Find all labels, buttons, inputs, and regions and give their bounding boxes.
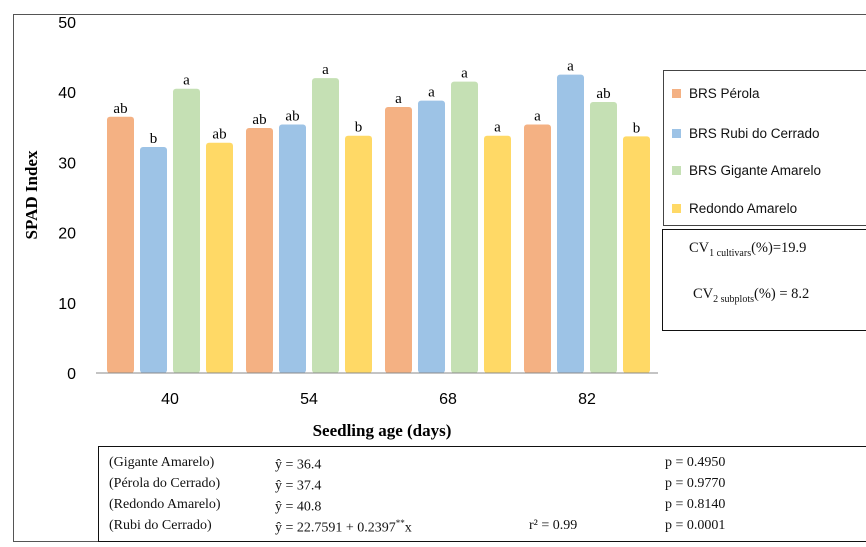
y-tick-labels: 0 10 20 30 40 50 bbox=[58, 15, 76, 383]
legend-item-perola: BRS Pérola bbox=[672, 83, 760, 103]
bar-label: a bbox=[461, 66, 468, 82]
bar bbox=[623, 136, 650, 373]
equation-row: (Pérola do Cerrado) ŷ = 37.4 p = 0.9770 bbox=[99, 476, 866, 496]
y-tick-label: 50 bbox=[58, 15, 76, 32]
y-axis-title: SPAD Index bbox=[22, 150, 41, 239]
bar bbox=[279, 124, 306, 373]
p-value: p = 0.9770 bbox=[665, 476, 726, 491]
equation: ŷ = 22.7591 + 0.2397**x bbox=[275, 518, 412, 536]
y-tick-label: 20 bbox=[58, 226, 76, 243]
x-tick-labels: 40 54 68 82 bbox=[161, 391, 596, 408]
equation-row: (Gigante Amarelo) ŷ = 36.4 p = 0.4950 bbox=[99, 455, 866, 475]
bar bbox=[107, 116, 134, 374]
x-tick-label: 68 bbox=[439, 391, 457, 408]
bar-label: ab bbox=[113, 101, 127, 117]
bar-label: ab bbox=[285, 108, 299, 124]
cultivar-name: (Rubi do Cerrado) bbox=[109, 518, 212, 533]
x-axis-title: Seedling age (days) bbox=[313, 421, 452, 440]
bar-label: ab bbox=[252, 112, 266, 128]
bar bbox=[590, 102, 617, 373]
cultivar-name: (Redondo Amarelo) bbox=[109, 497, 221, 512]
equation-row: (Rubi do Cerrado) ŷ = 22.7591 + 0.2397**… bbox=[99, 518, 866, 538]
x-tick-label: 54 bbox=[300, 391, 318, 408]
r-squared: r² = 0.99 bbox=[529, 518, 578, 533]
bar-label: b bbox=[150, 131, 158, 147]
legend-item-gigante: BRS Gigante Amarelo bbox=[672, 160, 821, 180]
bar bbox=[484, 135, 511, 373]
legend-swatch bbox=[672, 88, 681, 98]
bar bbox=[140, 146, 167, 373]
cv1-text: CV1 cultivars(%)=19.9 bbox=[689, 240, 807, 259]
legend-label: Redondo Amarelo bbox=[689, 200, 798, 216]
x-tick-label: 40 bbox=[161, 391, 179, 408]
legend-item-rubi: BRS Rubi do Cerrado bbox=[672, 123, 820, 143]
bar bbox=[524, 124, 551, 373]
bar-label: a bbox=[428, 85, 435, 101]
bar bbox=[345, 135, 372, 373]
legend: BRS Pérola BRS Rubi do Cerrado BRS Gigan… bbox=[663, 70, 866, 226]
bar bbox=[557, 74, 584, 374]
bar-label: a bbox=[567, 59, 574, 75]
cultivar-name: (Gigante Amarelo) bbox=[109, 455, 215, 470]
p-value: p = 0.4950 bbox=[665, 455, 726, 470]
legend-label: BRS Gigante Amarelo bbox=[689, 162, 822, 178]
bar-label: b bbox=[355, 120, 363, 136]
bar bbox=[385, 106, 412, 373]
y-tick-label: 40 bbox=[58, 85, 76, 102]
bar bbox=[246, 128, 273, 373]
legend-label: BRS Pérola bbox=[689, 85, 760, 101]
cv-box: CV1 cultivars(%)=19.9 CV2 subplots(%) = … bbox=[662, 229, 866, 331]
bar-label: a bbox=[494, 120, 501, 136]
equation: ŷ = 40.8 bbox=[275, 499, 322, 515]
equation: ŷ = 37.4 bbox=[275, 478, 322, 494]
y-tick-label: 30 bbox=[58, 155, 76, 172]
bar bbox=[312, 78, 339, 373]
y-tick-label: 0 bbox=[67, 366, 76, 383]
bar-label: b bbox=[633, 120, 641, 136]
regression-equations-box: (Gigante Amarelo) ŷ = 36.4 p = 0.4950 (P… bbox=[98, 446, 866, 542]
bar-label: ab bbox=[212, 127, 226, 143]
legend-swatch bbox=[672, 128, 681, 138]
bar bbox=[206, 142, 233, 373]
bar bbox=[418, 100, 445, 374]
legend-swatch bbox=[672, 203, 681, 213]
y-tick-label: 10 bbox=[58, 296, 76, 313]
p-value: p = 0.0001 bbox=[665, 518, 726, 533]
bar-label: ab bbox=[596, 86, 610, 102]
bar-label: a bbox=[183, 73, 190, 89]
p-value: p = 0.8140 bbox=[665, 497, 726, 512]
legend-swatch bbox=[672, 165, 681, 175]
cv2-text: CV2 subplots(%) = 8.2 bbox=[693, 286, 810, 305]
equation: ŷ = 36.4 bbox=[275, 457, 322, 473]
bars bbox=[107, 74, 650, 374]
bar bbox=[173, 88, 200, 373]
bar-label: a bbox=[322, 62, 329, 78]
legend-label: BRS Rubi do Cerrado bbox=[689, 125, 820, 141]
x-tick-label: 82 bbox=[578, 391, 596, 408]
cultivar-name: (Pérola do Cerrado) bbox=[109, 476, 221, 491]
legend-item-redondo: Redondo Amarelo bbox=[672, 198, 797, 218]
bar-label: a bbox=[534, 108, 541, 124]
equation-row: (Redondo Amarelo) ŷ = 40.8 p = 0.8140 bbox=[99, 497, 866, 517]
bar-label: a bbox=[395, 91, 402, 107]
bar bbox=[451, 81, 478, 374]
